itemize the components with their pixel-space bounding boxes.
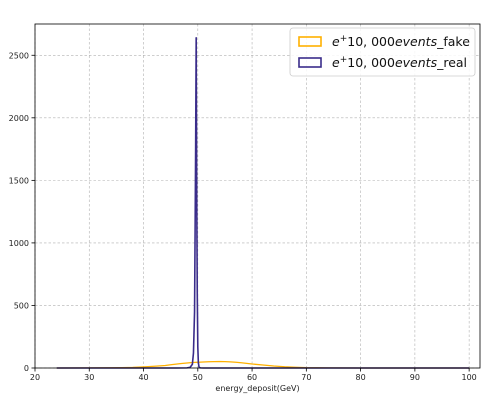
x-tick-label: 70 bbox=[301, 373, 311, 382]
y-tick-label: 0 bbox=[24, 364, 29, 373]
x-tick-label: 80 bbox=[356, 373, 366, 382]
x-tick-label: 50 bbox=[193, 373, 203, 382]
x-tick-label: 90 bbox=[410, 373, 420, 382]
legend-box bbox=[289, 27, 476, 77]
plot-frame bbox=[34, 23, 481, 369]
y-tick-label: 2000 bbox=[9, 114, 29, 123]
legend-label: e+10, 000events_real bbox=[332, 55, 467, 70]
x-axis-ticks: 20 30 40 50 60 70 80 90 100 bbox=[30, 368, 477, 382]
y-tick-label: 500 bbox=[14, 301, 29, 310]
legend-swatch bbox=[298, 57, 322, 68]
x-tick-label: 100 bbox=[462, 373, 477, 382]
x-tick-label: 60 bbox=[247, 373, 257, 382]
legend-swatch bbox=[298, 36, 322, 47]
x-tick-label: 20 bbox=[30, 373, 40, 382]
series-fake-line bbox=[56, 360, 470, 369]
legend-label: e+10, 000events_fake bbox=[332, 34, 470, 49]
y-tick-label: 1500 bbox=[9, 176, 29, 185]
y-tick-label: 1000 bbox=[9, 239, 29, 248]
legend: e+10, 000events_fake e+10, 000events_real bbox=[289, 27, 476, 77]
y-axis-ticks: 0 500 1000 1500 2000 2500 bbox=[9, 51, 35, 373]
x-axis-label: energy_deposit(GeV) bbox=[215, 384, 299, 393]
x-tick-label: 30 bbox=[84, 373, 94, 382]
x-tick-label: 40 bbox=[138, 373, 148, 382]
y-tick-label: 2500 bbox=[9, 51, 29, 60]
